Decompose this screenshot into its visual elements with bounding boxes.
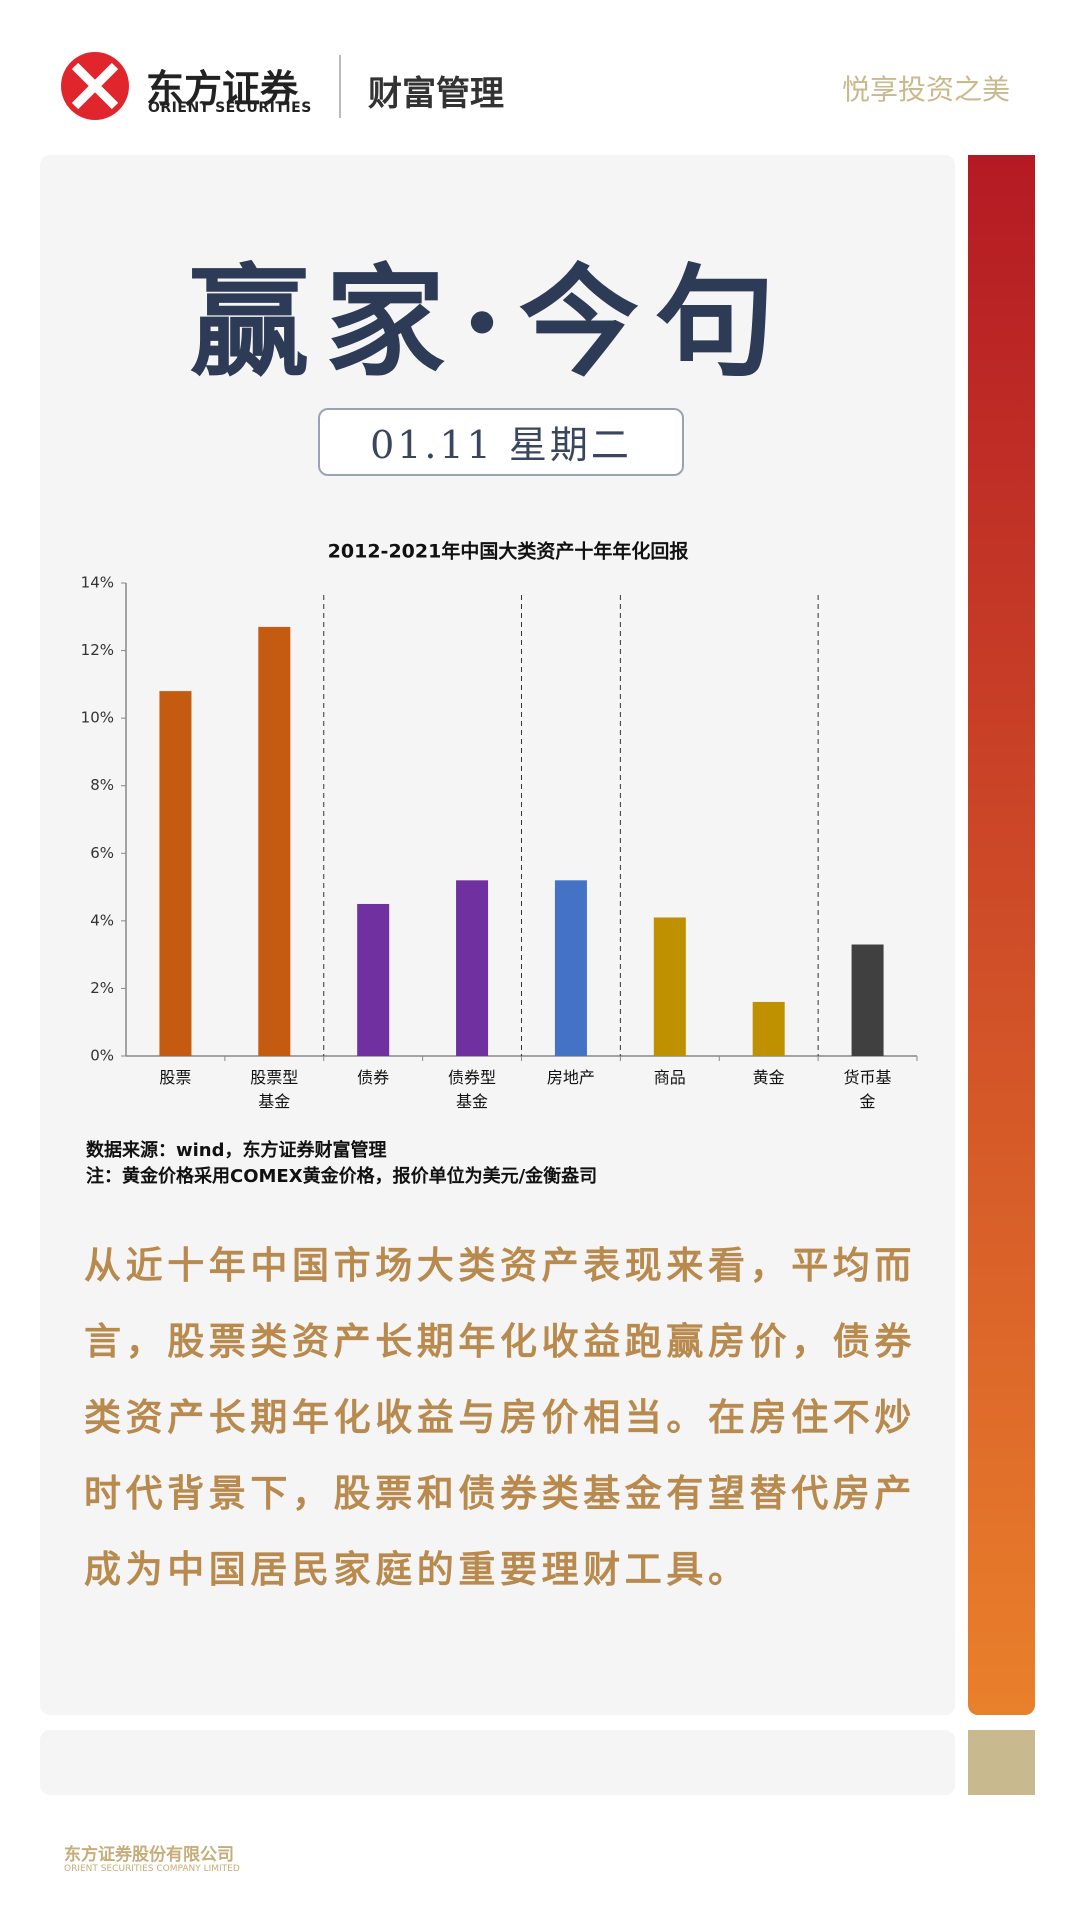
x-tick-label: 债券型基金: [448, 1068, 497, 1111]
x-tick-label: 股票: [159, 1068, 192, 1087]
header-graphics: [61, 52, 341, 120]
note: 数据来源：wind，东方证券财富管理: [86, 1140, 387, 1161]
bar: [456, 880, 489, 1056]
bar: [258, 626, 291, 1056]
x-tick-label: 商品: [653, 1068, 686, 1087]
slogan: 悦享投资之美: [841, 73, 1010, 106]
footer-company-en: ORIENT SECURITIES COMPANY LIMITED: [64, 1864, 240, 1874]
brand-en: ORIENT SECURITIES: [148, 100, 312, 116]
y-tick-label: 0%: [90, 1047, 114, 1065]
bar: [851, 944, 884, 1056]
gold-block: [968, 1730, 1035, 1795]
paragraph: 从近十年中国市场大类资产表现来看，平均而言，股票类资产长期年化收益跑赢房价，债券…: [84, 1244, 916, 1591]
bar: [357, 903, 390, 1056]
bar: [752, 1001, 785, 1056]
x-tick-label: 债券: [357, 1068, 390, 1087]
y-tick-label: 6%: [90, 844, 114, 862]
bar: [554, 880, 587, 1056]
bar: [159, 691, 192, 1056]
chart-title: 2012-2021年中国大类资产十年年化回报: [328, 540, 689, 563]
note: 注：黄金价格采用COMEX黄金价格，报价单位为美元/金衡盎司: [86, 1166, 598, 1187]
x-tick-label: 股票型基金: [250, 1068, 299, 1111]
lower-card: [40, 1730, 955, 1795]
x-tick-label: 房地产: [546, 1068, 595, 1087]
brand: 东方证券: [146, 67, 299, 111]
y-tick-label: 4%: [90, 911, 114, 929]
logo-mark: [71, 62, 119, 110]
section: 财富管理: [368, 74, 504, 114]
y-tick-label: 2%: [90, 979, 114, 997]
y-tick-label: 8%: [90, 776, 114, 794]
x-tick-label: 货币基金: [843, 1068, 892, 1111]
y-tick-label: 14%: [81, 574, 114, 592]
date: 01.11 星期二: [370, 423, 632, 467]
chart: 2012-2021年中国大类资产十年年化回报 0% 2% 4% 6% 8% 10% 12% 1…: [81, 540, 918, 1065]
y-tick-label: 10%: [81, 709, 114, 727]
date-badge: [318, 408, 684, 476]
footer-company: 东方证券股份有限公司: [64, 1845, 234, 1865]
side-bar: [968, 155, 1035, 1715]
bar: [653, 917, 686, 1056]
banner-title: 赢家·今句: [189, 252, 791, 393]
y-tick-label: 12%: [81, 641, 114, 659]
x-tick-label: 黄金: [752, 1068, 785, 1087]
